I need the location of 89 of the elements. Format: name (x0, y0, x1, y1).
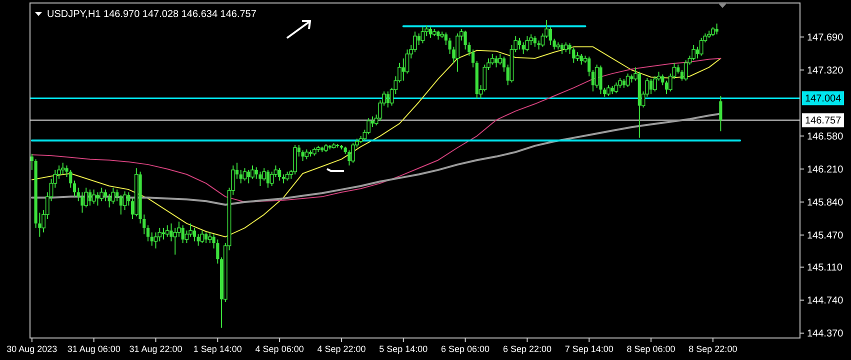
candlestick (572, 47, 576, 64)
candlestick (69, 169, 72, 188)
x-tick-label: 5 Sep 14:00 (379, 344, 428, 354)
candlestick (150, 232, 154, 246)
ref-line-label: 146.757 (805, 116, 842, 127)
candlestick (471, 48, 475, 68)
candlestick (719, 96, 722, 132)
candlestick (108, 194, 111, 208)
candlestick (420, 26, 425, 44)
candlestick (200, 230, 204, 244)
candlestick (88, 189, 92, 206)
x-tick-label: 31 Aug 06:00 (67, 344, 120, 354)
candlestick (96, 192, 100, 206)
x-tick-label: 8 Sep 06:00 (626, 344, 676, 354)
x-tick-label: 30 Aug 2023 (6, 344, 58, 354)
candlestick (428, 26, 432, 38)
candlestick (606, 84, 610, 96)
x-tick-label: 6 Sep 22:00 (502, 344, 552, 354)
candlestick (494, 55, 498, 68)
candlestick (100, 187, 104, 202)
x-tick-label: 4 Sep 06:00 (255, 344, 304, 354)
x-tick-label: 31 Aug 22:00 (129, 344, 182, 354)
candlestick (250, 164, 254, 180)
candlestick (127, 192, 130, 206)
candlestick (664, 80, 668, 95)
candlestick (92, 189, 96, 204)
x-tick-label: 8 Sep 22:00 (688, 344, 738, 354)
candlestick (258, 171, 262, 186)
candlestick (580, 53, 583, 66)
candlestick (591, 70, 595, 92)
y-tick-label: 144.740 (807, 296, 844, 307)
y-tick-label: 145.110 (807, 262, 843, 274)
candlestick (692, 44, 696, 61)
ref-line-label: 147.004 (805, 94, 842, 105)
candlestick (444, 32, 448, 46)
candlestick (239, 169, 242, 184)
x-tick-label: 1 Sep 14:00 (193, 344, 242, 354)
candlestick (599, 65, 602, 95)
candlestick (502, 56, 506, 72)
candlestick (533, 36, 536, 48)
candlestick (266, 169, 270, 188)
candlestick (386, 90, 390, 108)
candlestick (699, 37, 704, 56)
x-tick-label: 7 Sep 14:00 (564, 344, 614, 354)
candlestick (649, 78, 653, 95)
candlestick (522, 42, 525, 54)
y-tick-label: 144.370 (807, 328, 844, 340)
candlestick (122, 190, 127, 211)
candlestick (72, 180, 76, 198)
candlestick (119, 194, 122, 216)
candlestick (60, 162, 65, 175)
candlestick (104, 189, 107, 202)
candlestick (146, 224, 150, 242)
candlestick (181, 224, 184, 244)
candlestick (456, 32, 460, 72)
candlestick (588, 56, 591, 77)
candlestick (192, 227, 196, 242)
candlestick (684, 60, 688, 82)
candlestick (196, 234, 200, 246)
text: USDJPY,H1 146.970 147.028 146.634 146.757 (47, 9, 257, 20)
candlestick (652, 76, 657, 92)
candlestick (417, 32, 420, 46)
candlestick (614, 82, 618, 94)
candlestick (304, 148, 309, 160)
line-series (31, 58, 722, 203)
y-tick-label: 145.470 (807, 230, 844, 242)
candlestick (564, 42, 568, 53)
x-tick-label: 4 Sep 22:00 (317, 344, 366, 354)
candlestick (661, 74, 664, 86)
candlestick (278, 168, 282, 182)
candlestick (165, 224, 170, 238)
y-tick-label: 145.840 (807, 198, 844, 209)
candlestick (715, 23, 718, 35)
y-tick-label: 147.690 (807, 32, 844, 44)
candlestick (525, 36, 530, 52)
candlestick (247, 169, 250, 184)
candlestick (402, 58, 405, 82)
candlestick (351, 142, 356, 164)
candlestick (30, 153, 34, 170)
candlestick (560, 42, 564, 54)
candlestick (518, 37, 522, 50)
y-tick-label: 147.320 (807, 66, 844, 76)
candlestick (626, 73, 630, 88)
candlestick (548, 26, 552, 46)
candlestick (111, 187, 116, 204)
y-tick-label: 146.210 (807, 164, 844, 176)
candlestick (80, 192, 84, 214)
x-tick-label: 6 Sep 06:00 (441, 344, 490, 354)
y-tick-label: 146.580 (807, 132, 844, 143)
